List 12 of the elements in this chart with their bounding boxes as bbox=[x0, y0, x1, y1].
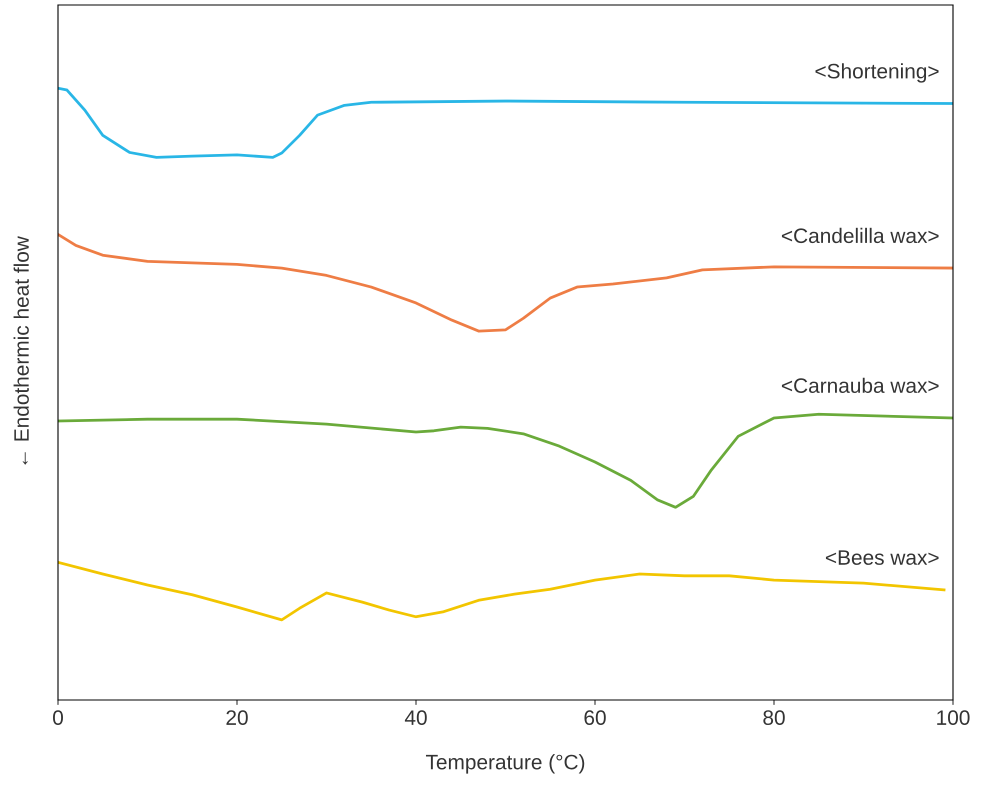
series-label: <Bees wax> bbox=[826, 550, 939, 565]
series-label: <Carnauba wax> bbox=[782, 378, 939, 393]
x-axis-title: Temperature (°C) bbox=[426, 754, 584, 774]
x-tick-label: 100 bbox=[937, 710, 970, 726]
x-tick-label: 60 bbox=[584, 710, 606, 726]
series-label: <Candelilla wax> bbox=[782, 228, 939, 244]
series-label: <Shortening> bbox=[816, 63, 939, 83]
y-axis-title: ← Endothermic heat flow bbox=[14, 236, 29, 465]
x-tick-label: 80 bbox=[763, 710, 785, 726]
x-tick-label: 40 bbox=[404, 710, 427, 726]
x-tick-label: 0 bbox=[53, 710, 63, 726]
x-tick-label: 20 bbox=[226, 710, 248, 726]
